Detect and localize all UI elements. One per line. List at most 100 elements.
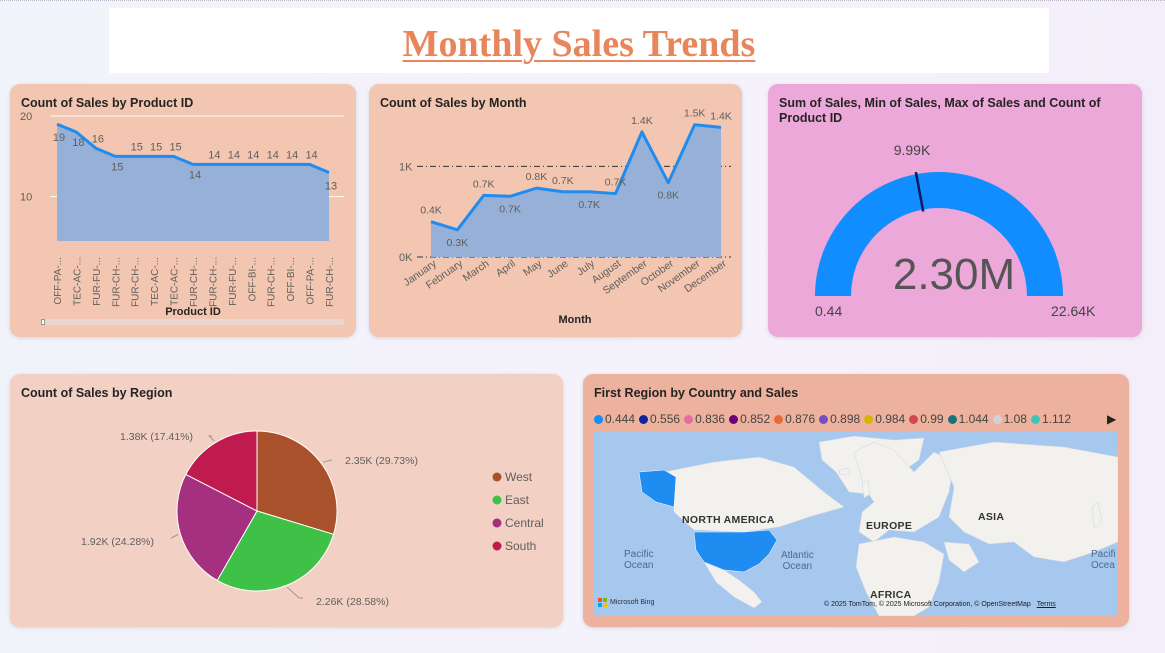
arabia-shape [943,541,980,573]
x-axis-title: Product ID [165,306,221,318]
usa-shape [693,529,778,573]
legend-label: 1.08 [1003,412,1027,426]
map-legend-item[interactable]: 0.876 [774,412,815,426]
x-tick-label: TEC-AC-... [72,257,83,306]
x-tick-label: FUR-FU-... [228,257,239,306]
canada-shape [663,456,845,533]
gauge-svg: 9.99K 2.30M 0.44 22.64K [815,142,1096,319]
map-legend: 0.444 0.556 0.836 0.852 0.876 0.898 0.984 0.99 1… [594,412,1071,426]
month-chart-title: Count of Sales by Month [380,96,527,110]
pie-slice-south [185,430,258,512]
data-label: 0.4K [420,205,442,217]
region-pie-card[interactable]: Count of Sales by Region 2.35K (29.73%) 2… [10,374,563,627]
map-legend-item[interactable]: 1.112 [1030,412,1072,426]
legend-dot [639,414,649,424]
map-legend-item[interactable]: 0.836 [684,412,725,426]
map-legend-item[interactable]: 0.444 [594,412,635,426]
legend-dot [909,414,919,424]
map-legend-item[interactable]: 0.99 [909,412,944,426]
mexico-shape [703,561,763,609]
asia-shape [938,441,1118,563]
data-label: 0.8K [526,171,548,183]
gauge-max-label: 22.64K [1051,303,1096,319]
attribution-text[interactable]: © 2025 TomTom, © 2025 Microsoft Corporat… [824,601,1031,608]
data-label: 15 [169,141,181,153]
map-view[interactable]: NORTH AMERICA EUROPE ASIA AFRICA Pacific… [594,432,1118,616]
legend-next-arrow[interactable]: ▶ [1107,412,1117,426]
x-tick-label: FUR-CH-... [325,257,336,307]
data-label: 0.7K [473,178,495,190]
product-chart-card[interactable]: Count of Sales by Product ID 10 20 19 18 16 1… [10,84,356,337]
map-legend-item[interactable]: 0.852 [729,412,770,426]
month-chart-svg: 0K 1K 0.4K 0.3K 0.7K 0.7K 0.8K 0.7K 0.7K 0.7K 1.4K… [399,108,732,326]
label-pacific-right: Pacifi Ocea [1091,549,1116,571]
pie-data-label: 1.38K (17.41%) [120,431,193,443]
legend-label: Central [505,516,544,530]
gauge-card[interactable]: Sum of Sales, Min of Sales, Max of Sales… [768,84,1142,337]
x-tick-label: TEC-AC-... [170,257,181,306]
map-legend-item[interactable]: 0.984 [864,412,905,426]
month-chart-card[interactable]: Count of Sales by Month 0K 1K 0.4K 0.3K 0.7K… [369,84,742,337]
legend-label: West [505,470,533,484]
product-chart-title: Count of Sales by Product ID [21,96,194,110]
data-label: 14 [208,149,220,161]
leader-line [170,533,179,539]
bing-logo: Microsoft Bing [598,598,654,607]
legend-label: 0.876 [785,412,816,426]
leader-line [207,435,215,442]
legend-label: 1.112 [1041,412,1072,426]
x-tick-label: March [461,258,492,285]
product-scrollbar-thumb[interactable] [41,319,45,325]
series-line [56,122,330,174]
africa-shape [855,536,945,616]
leader-line [286,586,303,599]
legend-dot [992,414,1002,424]
map-legend-item[interactable]: 0.898 [819,412,860,426]
legend-dot [947,414,957,424]
area-fill [57,124,329,241]
label-asia: ASIA [978,511,1005,523]
legend-dot [492,495,502,505]
legend-dot [492,472,502,482]
x-tick-label: FUR-CH-... [208,257,219,307]
data-label: 14 [305,149,317,161]
gauge-target-marker [914,171,925,212]
gauge-target-label: 9.99K [894,142,931,158]
map-legend-item[interactable]: 1.044 [947,412,989,426]
gauge-value: 2.30M [893,250,1015,299]
data-label: 0.7K [578,199,600,211]
iceland-shape [838,467,851,476]
x-tick-label: OFF-BI-... [247,257,258,301]
legend-dot [864,414,874,424]
pie-data-label: 1.92K (24.28%) [81,536,154,548]
legend-label: 1.044 [958,412,989,426]
data-label: 14 [286,149,298,161]
map-legend-item[interactable]: 0.556 [639,412,680,426]
product-scrollbar[interactable] [41,319,344,325]
legend-label: 0.836 [695,412,726,426]
label-north-america: NORTH AMERICA [682,514,775,526]
terms-link[interactable]: Terms [1036,601,1056,608]
bing-brand-text: Microsoft Bing [610,599,655,606]
label-pacific-left: Pacific Ocean [624,549,654,571]
pie-slice-west [256,430,338,535]
map-legend-item[interactable]: 1.08 [992,412,1027,426]
x-tick-label: April [494,258,518,280]
legend-dot [1030,414,1040,424]
legend-dot [729,414,739,424]
legend-label: East [505,493,530,507]
region-pie-title: Count of Sales by Region [21,386,173,400]
x-tick-label: FUR-FU-... [92,257,103,306]
product-chart-svg: 10 20 19 18 16 15 15 15 15 14 14 14 14 14 14 14 13 OFF-PA… [20,111,344,318]
legend-label: 0.556 [650,412,681,426]
data-label: 19 [53,132,65,144]
legend-dot [774,414,784,424]
x-tick-label: FUR-CH-... [131,257,142,307]
legend-dot [684,414,694,424]
gauge-min-label: 0.44 [815,303,842,319]
title-banner: Monthly Sales Trends [109,8,1049,73]
gauge-arc [815,172,1063,296]
y-tick-label: 0K [399,252,413,264]
x-tick-label: June [545,258,571,281]
data-label: 13 [325,180,337,192]
